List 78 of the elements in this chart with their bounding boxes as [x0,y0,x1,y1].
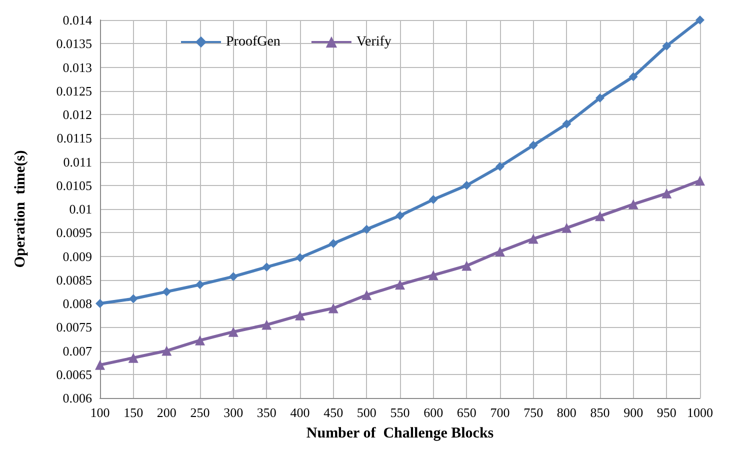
point [362,290,372,300]
x-tick-label: 400 [290,405,310,420]
x-tick-label: 650 [456,405,476,420]
x-tick-label: 950 [656,405,676,420]
point [562,119,572,128]
point [96,299,104,308]
point [562,222,572,233]
y-tick-label: 0.006 [62,390,92,406]
x-tick-label: 200 [156,405,176,420]
point [496,162,504,171]
point [162,287,172,296]
point [662,188,672,198]
point [162,346,172,356]
x-axis-title: Number of Challenge Blocks [306,426,494,442]
y-tick-label: 0.014 [62,12,92,28]
x-tick-label: 150 [124,405,144,420]
y-tick-label: 0.0105 [56,178,92,193]
point [196,280,204,290]
y-tick-label: 0.011 [63,154,92,170]
y-tick-label: 0.0135 [56,36,92,52]
x-tick-label: 550 [390,405,410,420]
point [462,180,472,190]
point [628,199,638,210]
y-tick-label: 0.0125 [56,83,92,98]
x-tick-label: 800 [556,405,576,420]
x-tick-label: 500 [356,405,376,420]
point [596,93,604,102]
point [195,335,205,346]
point [328,238,338,248]
point [495,246,505,257]
point [295,310,305,320]
point [228,326,238,337]
x-tick-label: 300 [224,405,244,420]
point [628,72,638,82]
legend-label: ProofGen [226,34,280,50]
point [528,234,538,244]
point [462,260,472,271]
y-tick-label: 0.013 [62,60,92,75]
y-tick-label: 0.0075 [56,320,92,335]
point [695,176,705,186]
x-tick-label: 1000 [687,405,713,420]
x-tick-label: 350 [256,405,276,420]
point [262,320,272,330]
y-tick-label: 0.0115 [56,130,92,146]
y-tick-label: 0.0085 [56,272,92,288]
x-tick-label: 450 [324,405,344,420]
point [428,195,438,204]
point [696,16,704,24]
legend-label: Verify [356,34,392,50]
point [128,294,138,304]
y-tick-label: 0.01 [69,202,92,216]
point [595,211,605,222]
x-tick-label: 600 [424,405,444,420]
point [128,352,138,363]
point [396,211,404,220]
point [395,280,405,290]
point [262,262,272,272]
y-tick-label: 0.012 [62,107,92,122]
y-tick-label: 0.008 [62,296,92,311]
y-tick-label: 0.0065 [56,366,92,382]
point [362,224,372,234]
point [662,41,672,50]
point [95,360,105,370]
point [528,140,538,150]
x-tick-label: 100 [90,405,110,420]
y-tick-label: 0.009 [62,248,92,264]
y-tick-label: 0.0095 [56,225,92,240]
point [328,303,338,314]
point [428,270,438,280]
x-tick-label: 700 [490,405,510,420]
y-tick-label: 0.007 [62,343,92,358]
y-axis-title: Operation time(s) [12,150,28,268]
x-tick-label: 750 [524,405,544,420]
x-tick-label: 850 [590,405,610,420]
x-tick-label: 250 [190,405,210,420]
point [296,253,304,262]
point [228,272,238,282]
x-tick-label: 900 [624,405,644,420]
